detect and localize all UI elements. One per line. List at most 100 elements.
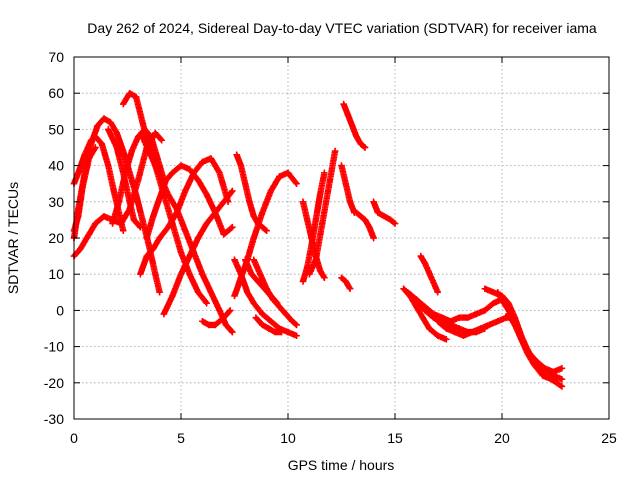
data-point: [242, 180, 249, 187]
series-track-10: [160, 187, 236, 318]
data-point: [346, 285, 354, 292]
data-point: [182, 227, 189, 234]
data-point: [421, 260, 429, 267]
data-point: [299, 278, 307, 285]
data-point: [77, 245, 84, 253]
data-point: [259, 310, 266, 318]
data-point: [132, 191, 140, 198]
data-point: [259, 321, 266, 329]
data-point: [128, 147, 135, 155]
data-point: [186, 166, 193, 173]
data-point: [233, 151, 240, 158]
data-point: [494, 318, 501, 325]
data-point: [299, 198, 307, 205]
data-point: [107, 118, 114, 126]
data-point: [518, 336, 525, 343]
data-point: [186, 252, 193, 260]
data-point: [304, 216, 311, 224]
data-point: [120, 100, 127, 108]
data-point: [109, 220, 116, 227]
data-point: [344, 111, 352, 119]
data-point: [199, 318, 206, 325]
x-tick-label: 25: [601, 430, 617, 446]
y-axis-label: SDTVAR / TECUs: [5, 182, 21, 294]
data-point: [316, 191, 324, 198]
data-point: [481, 285, 489, 292]
data-point: [456, 314, 463, 321]
data-point: [169, 169, 176, 177]
data-point: [182, 187, 189, 195]
data-point: [186, 271, 193, 278]
data-point: [434, 332, 441, 339]
data-point: [428, 274, 435, 282]
data-point: [417, 252, 424, 260]
data-point: [421, 303, 429, 310]
data-point: [321, 274, 328, 282]
data-point: [149, 245, 157, 253]
data-point: [276, 173, 283, 180]
data-point: [438, 314, 446, 321]
series-track-29: [413, 296, 506, 325]
data-point: [259, 209, 266, 216]
data-point: [222, 321, 230, 329]
data-point: [143, 234, 150, 242]
data-point: [500, 299, 508, 307]
data-point: [130, 216, 138, 224]
series-track-18: [252, 314, 285, 336]
data-point: [250, 234, 257, 242]
x-tick-label: 0: [70, 430, 78, 446]
series-track-23: [340, 100, 369, 151]
data-point: [194, 176, 202, 184]
data-point: [207, 289, 215, 296]
data-point: [75, 213, 82, 220]
y-tick-label: -10: [44, 339, 64, 355]
data-point: [346, 198, 354, 205]
data-point: [100, 115, 108, 122]
data-point: [173, 205, 180, 213]
series-track-21: [306, 147, 339, 278]
data-point: [413, 296, 420, 303]
data-point: [312, 256, 320, 263]
x-axis-label: GPS time / hours: [288, 457, 395, 473]
data-point: [122, 169, 129, 177]
chart-title: Day 262 of 2024, Sidereal Day-to-day VTE…: [87, 20, 597, 36]
x-tick-label: 5: [177, 430, 185, 446]
y-tick-label: 30: [48, 194, 64, 210]
data-point: [265, 325, 272, 332]
x-tick-labels: 0 5 10 15 20 25: [70, 430, 617, 446]
data-point: [366, 223, 373, 231]
series-track-9: [139, 133, 236, 336]
data-point: [468, 328, 476, 336]
y-tick-label: 10: [48, 266, 64, 282]
data-point: [447, 318, 454, 325]
data-point: [207, 155, 215, 162]
data-point: [331, 147, 339, 155]
data-point: [481, 307, 489, 314]
data-point: [338, 274, 345, 282]
data-point: [312, 216, 320, 224]
data-point: [505, 310, 512, 318]
data-point: [126, 90, 133, 97]
data-point: [250, 299, 257, 307]
data-point: [349, 122, 356, 129]
data-point: [430, 310, 437, 318]
data-point: [237, 271, 245, 278]
data-point: [250, 256, 257, 263]
y-tick-labels: 70 60 50 40 30 20 10 0 -10 -20 -30: [44, 49, 64, 427]
data-point: [391, 220, 399, 227]
data-point: [75, 169, 82, 177]
data-point: [111, 191, 118, 198]
data-point: [152, 271, 159, 278]
data-point: [284, 328, 292, 336]
data-point: [203, 299, 210, 307]
data-point: [548, 375, 555, 383]
data-point: [145, 147, 153, 155]
data-point: [357, 213, 364, 220]
data-point: [242, 256, 249, 263]
data-point: [524, 350, 531, 358]
data-point: [361, 144, 369, 151]
data-point: [254, 278, 262, 285]
data-point: [216, 169, 223, 177]
series-track-25: [353, 209, 377, 242]
data-point: [456, 325, 463, 332]
